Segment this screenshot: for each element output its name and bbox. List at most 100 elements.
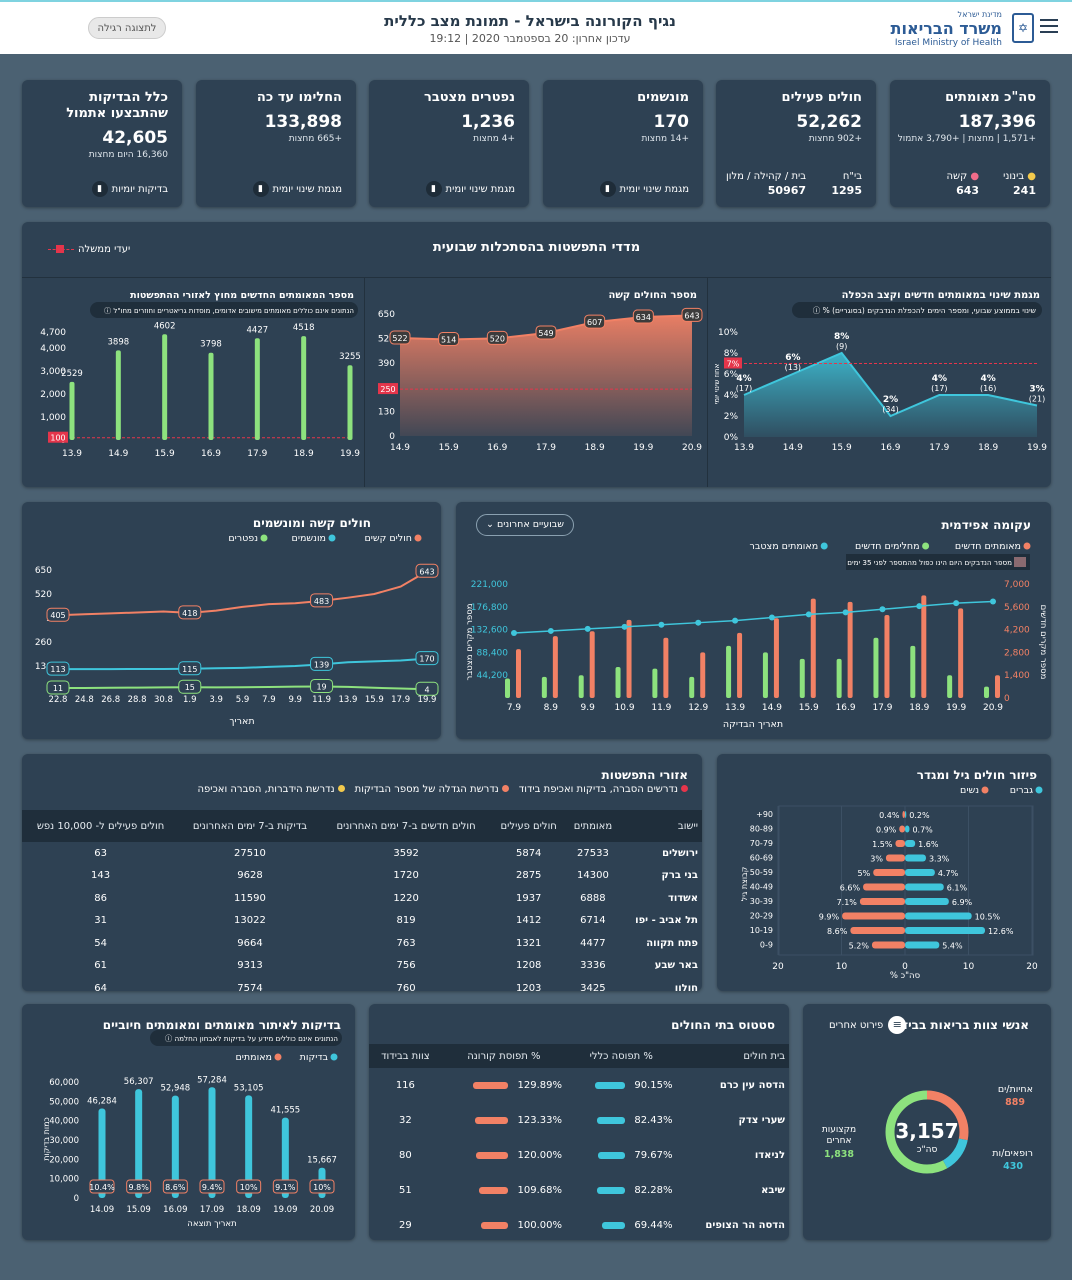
c3-bar <box>208 352 214 440</box>
kpi-card[interactable]: כלל הבדיקות שהתבצעו אתמול 42,605 16,360 הי… <box>22 80 182 207</box>
hosp-table-row[interactable]: שיבא 82.28% 109.68% 51 <box>369 1173 789 1208</box>
zones-cell: 763 <box>396 937 416 949</box>
age-group-label: 50-59 <box>750 868 773 877</box>
zones-table-row[interactable]: תל אביב - יפו 6714 1412 819 13022 31 <box>22 910 702 933</box>
c1-doubling-label: (17) <box>931 384 947 393</box>
period-dropdown[interactable]: ⌄ שבועיים אחרונים <box>476 514 574 536</box>
zones-header-cell: חולים חדשים ב-7 ימים האחרונים <box>320 810 492 842</box>
sev-label-box <box>46 661 70 676</box>
kpi-trend-link[interactable]: מגמת שינוי יומית ▮ <box>425 181 515 197</box>
sev-value-label: 4 <box>424 685 429 694</box>
tests-pct-label: 9.1% <box>275 1183 296 1192</box>
zones-table-row[interactable]: אשדוד 6888 1937 1220 11590 86 <box>22 887 702 910</box>
epi-recovered-bar <box>836 658 842 698</box>
kpi-card[interactable]: סה"כ מאומתים 187,396 +1,571 | מחצות | +3,7… <box>890 80 1050 207</box>
kpi-title: מונשמים <box>637 90 689 105</box>
zones-table-row[interactable]: בני ברק 14300 2875 1720 9628 143 <box>22 865 702 888</box>
c3-x-tick: 16.9 <box>201 449 221 459</box>
tests-pct-box <box>199 1179 225 1194</box>
epi-yr-tick: 132,600 <box>471 626 508 636</box>
age-group-label: 20-29 <box>750 912 773 921</box>
kpi-b1-value: 1295 <box>831 184 862 197</box>
sev-x-tick: 28.8 <box>128 695 147 705</box>
c2-value-label: 643 <box>684 311 699 320</box>
age-x-tick: 10 <box>836 962 848 972</box>
tests-x-tick: 15.09 <box>126 1205 150 1215</box>
kpi-trend-link[interactable]: בדיקות יומיות ▮ <box>91 181 168 197</box>
epi-yl-label: מספר מקרים חדשים <box>1038 605 1048 680</box>
c2-label-box <box>438 332 460 347</box>
hosp-header-cell: בית חולים <box>676 1044 789 1068</box>
sev-value-label: 418 <box>182 609 197 618</box>
age-female-label: 6.6% <box>840 884 861 893</box>
epi-x-tick: 9.9 <box>581 703 596 713</box>
kpi-card[interactable]: נפטרים מצטבר 1,236 +4 מחצות מגמת שינוי יומי… <box>369 80 529 207</box>
ministry-small-text: מדינת ישראל <box>957 10 1002 19</box>
zones-cell: 1208 <box>515 960 542 972</box>
kpi-trend-link[interactable]: מגמת שינוי יומית ▮ <box>599 181 689 197</box>
hosp-occupancy-bar <box>601 1221 626 1229</box>
staff-donut-segment <box>885 1090 969 1174</box>
kpi-trend-link[interactable]: מגמת שינוי יומית ▮ <box>252 181 342 197</box>
hamburger-menu-icon[interactable] <box>1040 19 1058 33</box>
hosp-table-row[interactable]: שערי צדק 82.43% 123.33% 32 <box>369 1103 789 1138</box>
epi-recovered-bar <box>726 645 732 698</box>
age-frame <box>778 805 1034 956</box>
hosp-table-row[interactable]: הדסה עין כרם 90.15% 129.89% 116 <box>369 1068 789 1103</box>
zones-cell: 1937 <box>515 892 542 904</box>
age-male-bar <box>905 912 972 920</box>
zones-cell: 756 <box>396 960 416 972</box>
age-male-label: 10.5% <box>975 913 1001 922</box>
zones-cell: 31 <box>94 915 107 927</box>
c2-value-label: 549 <box>538 329 553 338</box>
zones-cell: 64 <box>94 982 107 991</box>
c2-x-tick: 18.9 <box>585 443 605 453</box>
top-header: ✡ מדינת ישראל משרד הבריאות Israel Minist… <box>0 0 1072 54</box>
c3-y-tick: 4,700 <box>40 328 66 338</box>
epi-new-bar <box>884 614 890 698</box>
tests-pct-label: 9.8% <box>129 1183 150 1192</box>
c2-value-label: 522 <box>392 334 407 343</box>
zones-table-row[interactable]: חולון 3425 1203 760 7574 64 <box>22 977 702 991</box>
zones-table-row[interactable]: באר שבע 3336 1208 756 9313 61 <box>22 955 702 978</box>
c2-value-label: 634 <box>636 313 651 322</box>
bar-chart-icon: ▮ <box>252 181 269 197</box>
c3-x-tick: 14.9 <box>108 449 128 459</box>
epi-new-bar <box>552 636 558 698</box>
age-group-label: 80-89 <box>750 825 773 834</box>
epi-new-bar <box>958 608 964 698</box>
c1-x-tick: 17.9 <box>929 443 949 453</box>
c2-value-label: 520 <box>490 334 505 343</box>
age-female-bar <box>871 941 905 949</box>
epi-new-bar <box>663 637 669 698</box>
others-details-link[interactable]: ≡ פירוט אחרים <box>829 1016 907 1034</box>
age-male-label: 0.7% <box>912 826 933 835</box>
zones-table-row[interactable]: פתח תקווה 4477 1321 763 9664 54 <box>22 932 702 955</box>
zones-cell: פתח תקווה <box>646 937 698 949</box>
c1-x-tick: 13.9 <box>734 443 754 453</box>
tests-note: ⓘ הנתונים אינם כוללים מידע על בדיקות לאב… <box>165 1034 338 1043</box>
kpi-title: סה"כ מאומתים <box>945 90 1036 105</box>
c3-target-box <box>48 431 68 443</box>
hosp-occupancy-value: 90.15% <box>631 1080 673 1091</box>
epi-x-tick: 19.9 <box>946 703 966 713</box>
tests-panel: בדיקות לאיתור מאומתים ומאומתים חיוביים ⓘ… <box>22 1004 355 1240</box>
zones-cell: 1412 <box>515 915 542 927</box>
kpi-card[interactable]: מונשמים 170 +14 מחצות מגמת שינוי יומית ▮ <box>543 80 703 207</box>
regular-view-button[interactable]: לתצוגה רגילה <box>88 17 166 39</box>
tests-value-label: 41,555 <box>270 1106 300 1116</box>
zones-table-row[interactable]: ירושלים 27533 5874 3592 27510 63 <box>22 842 702 865</box>
kpi-card[interactable]: חולים פעילים 52,262 +902 מחצות בי"ח 1295 בית … <box>716 80 876 207</box>
age-female-bar <box>902 811 905 818</box>
tests-pct-label: 8.6% <box>165 1183 186 1192</box>
sev-label-box <box>415 651 439 666</box>
hosp-table-row[interactable]: לניאדו 79.67% 120.00% 80 <box>369 1138 789 1173</box>
hosp-table-row[interactable]: הדסה הר הצופים 69.44% 100.00% 29 <box>369 1208 789 1240</box>
epi-cum-point <box>953 600 960 607</box>
sev-value-label: 19 <box>316 682 326 691</box>
sev-value-label: 170 <box>419 655 434 664</box>
tests-value-label: 53,105 <box>234 1083 264 1093</box>
sev-series-line <box>57 570 428 617</box>
c1-value-label: 6% <box>785 353 800 363</box>
kpi-card[interactable]: החלימו עד כה 133,898 +665 מחצות מגמת שינוי … <box>196 80 356 207</box>
